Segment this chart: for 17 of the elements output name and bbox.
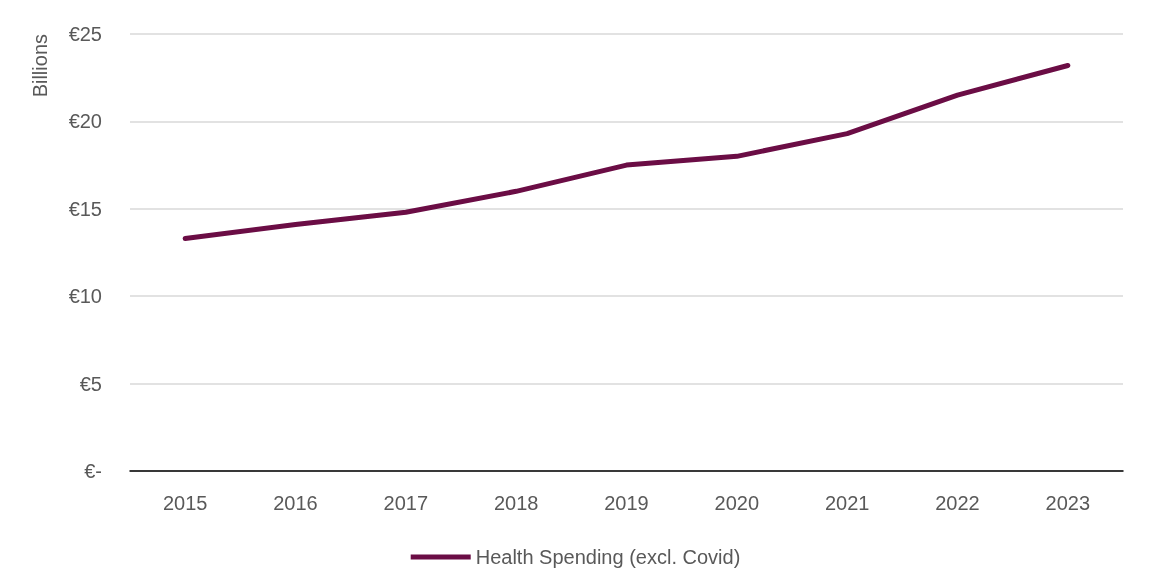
y-tick-label: €20 (68, 110, 102, 133)
x-tick-label: 2020 (714, 492, 760, 514)
y-axis-title: Billions (29, 34, 51, 98)
x-tick-label: 2016 (273, 492, 318, 514)
x-tick-label: 2019 (604, 492, 649, 514)
y-tick-label: €25 (68, 23, 102, 45)
y-tick-label: €5 (79, 372, 102, 395)
legend-label: Health Spending (excl. Covid) (475, 546, 741, 568)
x-tick-label: 2023 (1045, 492, 1091, 514)
y-tick-label: €10 (68, 285, 102, 308)
x-tick-label: 2022 (935, 492, 980, 514)
x-tick-label: 2021 (824, 492, 870, 514)
y-tick-label: €15 (68, 197, 102, 220)
y-tick-label: €- (84, 460, 102, 482)
x-tick-label: 2015 (162, 492, 208, 514)
x-tick-label: 2017 (383, 492, 429, 514)
x-tick-label: 2018 (493, 492, 539, 514)
